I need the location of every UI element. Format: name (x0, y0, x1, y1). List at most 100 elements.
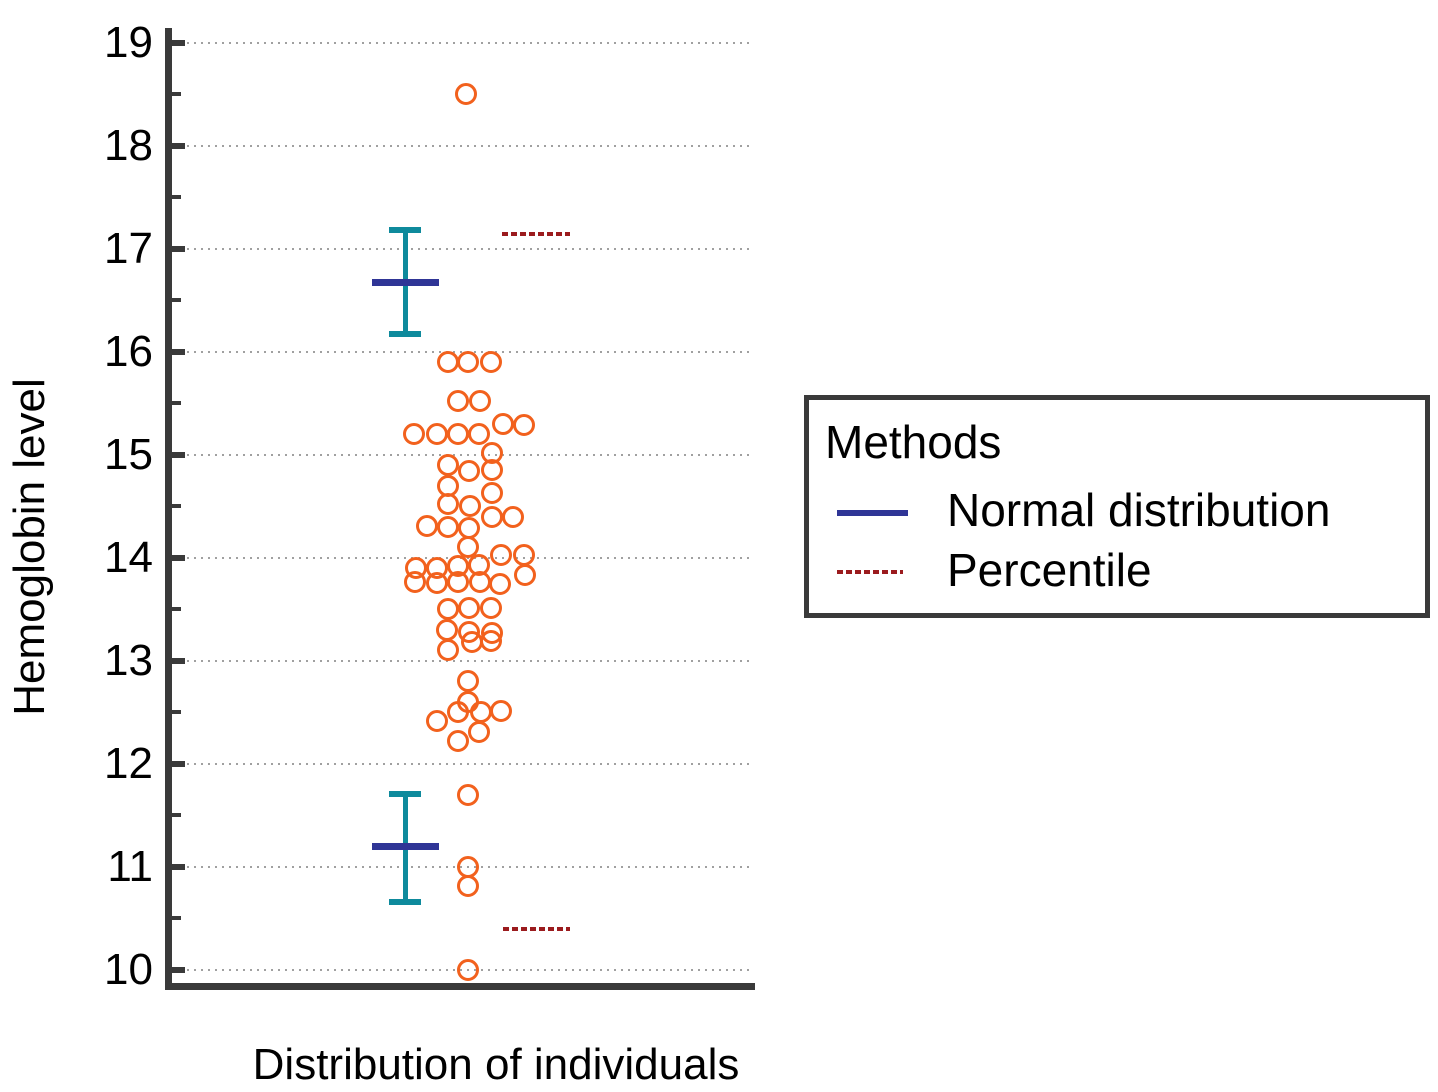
data-point-circle (458, 460, 480, 483)
x-axis-title: Distribution of individuals (252, 1040, 740, 1089)
y-tick-label: 18 (104, 120, 153, 170)
y-tick-label: 16 (104, 326, 153, 376)
data-point-circle (470, 701, 492, 724)
legend-label-percentile: Percentile (947, 544, 1152, 596)
data-point-circle (468, 720, 490, 743)
data-point-circle (490, 700, 512, 723)
y-minor-tick (172, 195, 181, 200)
data-point-circle (502, 505, 524, 528)
gridline (173, 41, 750, 44)
y-minor-tick (172, 92, 181, 97)
data-point-circle (455, 83, 477, 106)
data-point-circle (459, 495, 481, 518)
legend-label-normal-distribution: Normal distribution (947, 484, 1331, 536)
data-point-circle (489, 573, 511, 596)
legend-title: Methods (825, 416, 1002, 468)
data-point-circle (447, 423, 469, 446)
data-point-circle (513, 413, 535, 436)
gridline (173, 453, 750, 456)
data-point-circle (457, 670, 479, 693)
data-point-circle (437, 493, 459, 516)
y-major-tick (172, 760, 185, 767)
data-point-circle (457, 875, 479, 898)
normal-mean-line (371, 842, 439, 850)
data-point-circle (514, 564, 536, 587)
data-point-circle (447, 571, 469, 594)
gridline (173, 762, 750, 765)
y-minor-tick (172, 710, 181, 715)
legend-swatch-normal-distribution-icon (837, 510, 908, 516)
y-tick-label: 12 (104, 738, 153, 788)
x-axis-line (165, 983, 755, 990)
data-point-circle (490, 543, 512, 566)
data-point-circle (481, 459, 503, 482)
y-minor-tick (172, 504, 181, 509)
y-major-tick (172, 966, 185, 973)
data-point-circle (457, 351, 479, 373)
data-point-circle (469, 390, 491, 413)
normal-interval-lower-cap (389, 331, 421, 338)
y-major-tick (172, 657, 185, 664)
data-point-circle (437, 598, 459, 621)
percentile-dash-line (502, 232, 570, 237)
data-point-circle (469, 571, 491, 594)
data-point-circle (513, 543, 535, 566)
data-point-circle (426, 423, 448, 446)
gridline (173, 247, 750, 250)
y-tick-label: 15 (104, 429, 153, 479)
data-point-circle (480, 597, 502, 620)
y-minor-tick (172, 813, 181, 818)
y-minor-tick (172, 401, 181, 406)
data-point-circle (437, 515, 459, 538)
data-point-circle (403, 423, 425, 446)
data-point-circle (437, 351, 459, 373)
y-tick-label: 11 (107, 841, 153, 891)
y-minor-tick (172, 298, 181, 303)
y-major-tick (172, 348, 185, 355)
y-major-tick (172, 142, 185, 149)
y-minor-tick (172, 916, 181, 921)
y-axis-line (165, 28, 172, 990)
y-tick-label: 19 (104, 17, 153, 67)
data-point-circle (426, 572, 448, 595)
data-point-circle (447, 390, 469, 413)
data-point-circle (457, 536, 479, 559)
gridline (173, 144, 750, 147)
y-major-tick (172, 39, 185, 46)
y-major-tick (172, 451, 185, 458)
y-major-tick (172, 245, 185, 252)
data-point-circle (426, 710, 448, 733)
data-point-circle (481, 505, 503, 528)
data-point-circle (404, 571, 426, 594)
percentile-dash-line (503, 926, 570, 931)
gridline (173, 659, 750, 662)
normal-interval-upper-cap (389, 790, 421, 797)
data-point-circle (436, 618, 458, 641)
data-point-circle (468, 423, 490, 446)
data-point-circle (437, 454, 459, 476)
y-minor-tick (172, 607, 181, 612)
legend-swatch-percentile-icon (837, 570, 903, 574)
normal-interval-upper-cap (389, 227, 421, 234)
normal-interval-lower-cap (389, 898, 421, 905)
y-major-tick (172, 863, 185, 870)
data-point-circle (481, 481, 503, 504)
normal-mean-line (371, 279, 439, 287)
y-major-tick (172, 554, 185, 561)
data-point-circle (447, 701, 469, 724)
y-tick-label: 13 (104, 635, 153, 685)
data-point-circle (480, 351, 502, 373)
legend: Methods Normal distribution Percentile (804, 395, 1430, 618)
data-point-circle (437, 639, 459, 662)
y-tick-label: 17 (104, 223, 153, 273)
data-point-circle (447, 730, 469, 753)
data-point-circle (492, 412, 514, 435)
data-point-circle (457, 958, 479, 981)
y-tick-label: 10 (104, 944, 153, 994)
data-point-circle (480, 630, 502, 653)
data-point-circle (457, 783, 479, 806)
data-point-circle (458, 597, 480, 620)
y-tick-label: 14 (104, 532, 153, 582)
